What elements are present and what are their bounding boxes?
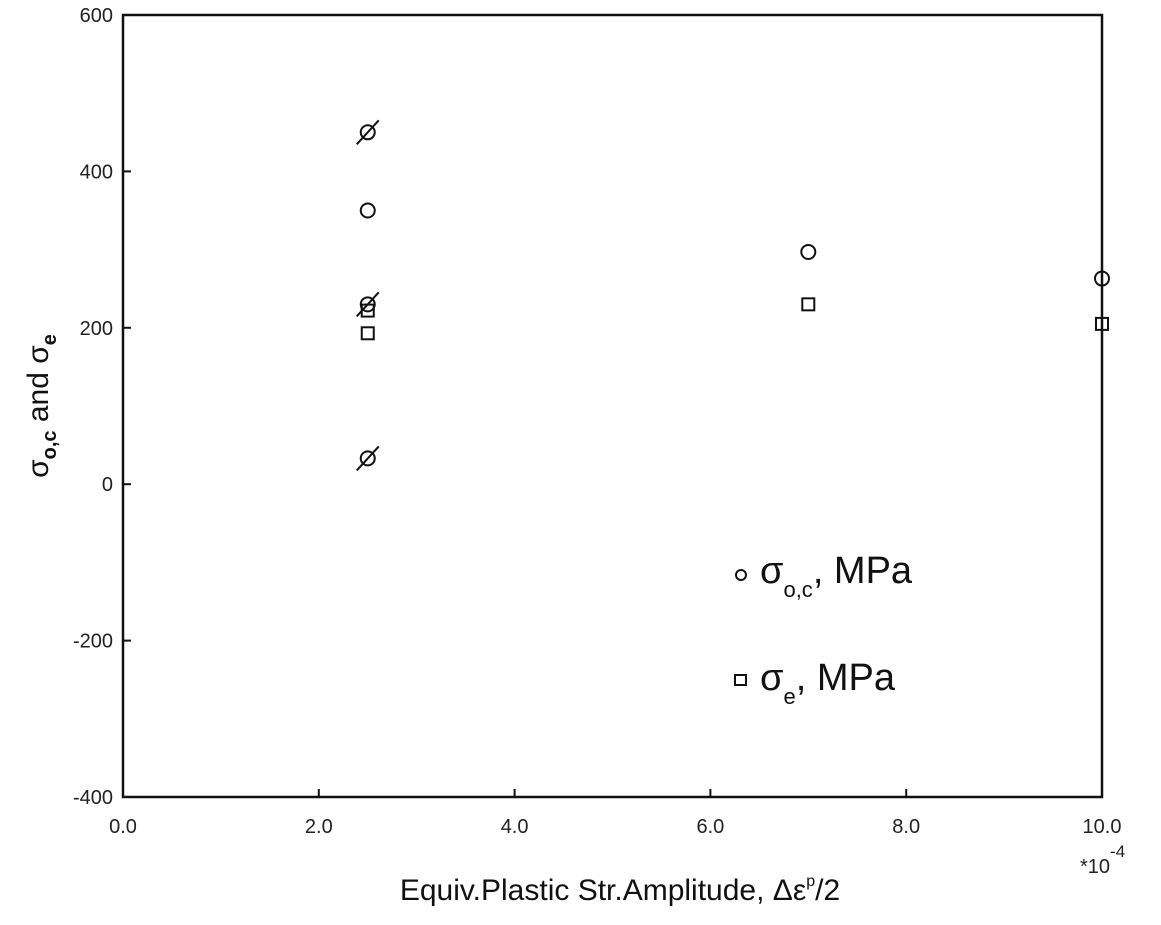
x-tick-label: 8.0 (892, 816, 920, 838)
y-axis-title: σo,c and σe (22, 334, 61, 478)
plot-frame (121, 13, 1104, 799)
circle-point (359, 124, 376, 141)
point-slash (356, 119, 380, 145)
x-axis-title-main: Equiv.Plastic Str.Amplitude, Δε (400, 874, 806, 907)
y-axis-ticks: -400 -200 0 200 400 600 (73, 5, 131, 809)
x-axis-multiplier-base: *10 (1080, 856, 1110, 878)
square-point (801, 297, 816, 312)
legend-circle-marker (735, 569, 747, 581)
square-point (360, 326, 375, 341)
x-tick-label: 4.0 (501, 816, 529, 838)
point-slash (356, 445, 380, 472)
legend-subscript: e (783, 684, 795, 709)
y-axis-title-sigma-1: σ (22, 459, 55, 478)
y-tick-label: 200 (80, 318, 113, 340)
legend-square-marker (734, 674, 747, 686)
circle-point (359, 450, 376, 467)
data-points (356, 119, 1110, 472)
circle-point (800, 243, 817, 260)
y-axis-title-sigma-2: σ (22, 345, 55, 364)
circle-point (359, 202, 376, 219)
y-tick-label: 0 (102, 474, 113, 496)
x-axis-ticks: 0.0 2.0 4.0 6.0 8.0 10.0 (109, 789, 1121, 838)
legend-subscript: o,c (783, 577, 812, 602)
y-axis-title-sub-1: o,c (39, 430, 61, 459)
legend-symbol: σ (760, 657, 783, 699)
y-tick-label: 400 (80, 161, 113, 183)
y-axis-title-and: and (22, 364, 55, 431)
circle-point (1094, 270, 1110, 287)
y-tick-label: -200 (73, 631, 113, 653)
x-tick-label: 6.0 (696, 816, 724, 838)
y-tick-label: -400 (73, 787, 113, 809)
legend-symbol: σ (760, 550, 783, 592)
legend-suffix: , MPa (813, 550, 913, 592)
x-tick-label: 0.0 (109, 816, 137, 838)
x-tick-label: 2.0 (305, 816, 333, 838)
x-axis-multiplier-exponent: -4 (1110, 842, 1125, 861)
x-axis-title: Equiv.Plastic Str.Amplitude, Δεp/2 (400, 873, 840, 907)
y-tick-label: 600 (80, 5, 113, 27)
legend-label: σo,c, MPa (760, 550, 913, 602)
legend-suffix: , MPa (796, 657, 896, 699)
x-tick-label: 10.0 (1083, 816, 1122, 838)
x-axis-multiplier: *10-4 (1080, 842, 1125, 878)
square-point (360, 303, 375, 318)
x-axis-title-superscript: p (806, 873, 815, 890)
y-axis-title-sub-2: e (39, 334, 61, 345)
legend-label: σe, MPa (760, 657, 896, 709)
x-axis-title-suffix: /2 (815, 874, 840, 907)
square-point (1095, 316, 1109, 331)
